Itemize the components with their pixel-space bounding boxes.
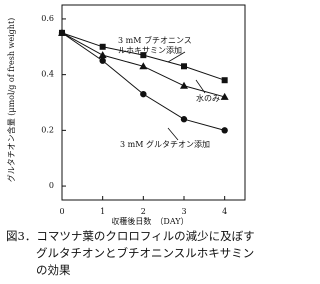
legend-label: 水のみ bbox=[196, 94, 220, 103]
y-axis-label: グルタチオン含量 (μmol/g of fresh weight) bbox=[6, 18, 16, 183]
marker bbox=[220, 92, 229, 100]
caption-line: グルタチオンとブチオニンスルホキサミン bbox=[36, 246, 255, 260]
marker bbox=[140, 52, 147, 59]
legend-entry: 水のみ bbox=[196, 94, 220, 103]
caption-line: の効果 bbox=[36, 263, 71, 277]
caption: 図3．コマツナ葉のクロロフィルの減少に及ぼすグルタチオンとブチオニンスルホキサミ… bbox=[6, 228, 278, 279]
legend-entry: 3 mM ブチオニンスルホキサミン添加 bbox=[118, 36, 192, 55]
legend-label: 3 mM グルタチオン添加 bbox=[120, 140, 210, 149]
x-tick-label: 0 bbox=[59, 207, 64, 216]
marker bbox=[99, 57, 106, 64]
plot-frame bbox=[61, 4, 246, 201]
page: {"chart_data": {"type": "line", "x_label… bbox=[6, 4, 278, 279]
x-tick-label: 2 bbox=[141, 207, 146, 216]
marker bbox=[98, 51, 107, 59]
y-tick-label: 0 bbox=[49, 181, 54, 190]
marker bbox=[180, 81, 188, 89]
leader-line bbox=[167, 51, 186, 63]
y-tick-label: 0.4 bbox=[41, 70, 54, 79]
caption-line: 図3．コマツナ葉のクロロフィルの減少に及ぼす bbox=[6, 229, 255, 243]
x-axis-label: 収穫後日数 （DAY） bbox=[111, 216, 188, 226]
marker bbox=[140, 90, 147, 98]
legend-entry: 3 mM グルタチオン添加 bbox=[120, 140, 210, 149]
marker bbox=[139, 62, 148, 70]
x-tick-label: 3 bbox=[181, 207, 186, 216]
x-tick-label: 1 bbox=[100, 207, 105, 216]
leader-line bbox=[167, 127, 179, 141]
x-tick-label: 4 bbox=[222, 207, 227, 216]
marker bbox=[221, 127, 228, 134]
chart: グルタチオン含量 (μmol/g of fresh weight) 収穫後日数 … bbox=[6, 4, 246, 226]
y-tick-label: 0.6 bbox=[41, 14, 54, 23]
marker bbox=[221, 77, 228, 84]
marker bbox=[58, 29, 66, 37]
marker bbox=[181, 63, 187, 70]
marker bbox=[99, 43, 106, 50]
y-tick-label: 0.2 bbox=[41, 125, 54, 134]
marker bbox=[180, 116, 188, 123]
legend-label: 3 mM ブチオニンスルホキサミン添加 bbox=[118, 36, 192, 55]
